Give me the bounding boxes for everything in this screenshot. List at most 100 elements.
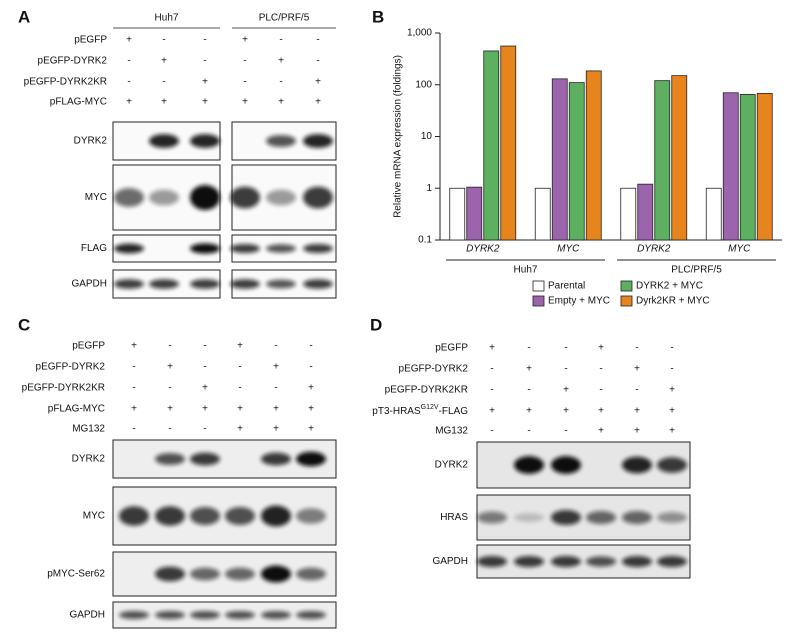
- sign: -: [490, 385, 493, 396]
- sign: -: [490, 364, 493, 375]
- band: [303, 243, 333, 254]
- band: [514, 456, 544, 474]
- sign: +: [563, 406, 569, 417]
- sign: +: [669, 385, 675, 396]
- sign: +: [161, 97, 167, 108]
- sign: +: [634, 406, 640, 417]
- blot-label: FLAG: [81, 243, 107, 254]
- sign: +: [489, 343, 495, 354]
- band: [296, 567, 326, 581]
- sign: -: [203, 362, 206, 373]
- band: [551, 555, 581, 568]
- sign: +: [273, 404, 279, 415]
- condition-label: pEGFP-DYRK2KR: [22, 383, 105, 394]
- y-tick-label: 10: [421, 131, 433, 142]
- y-axis-title: Relative mRNA expression (foldings): [393, 55, 404, 218]
- band: [266, 189, 296, 206]
- bar: [756, 93, 773, 241]
- sign: -: [316, 56, 319, 67]
- sign: -: [243, 56, 246, 67]
- sign: +: [202, 383, 208, 394]
- condition-label: pT3-HRASG12V-FLAG: [372, 404, 468, 417]
- sign: -: [635, 385, 638, 396]
- y-tick-label: 100: [415, 79, 432, 90]
- sign: +: [634, 426, 640, 437]
- band: [119, 610, 149, 620]
- sign: +: [131, 404, 137, 415]
- band: [586, 511, 616, 524]
- band: [155, 506, 185, 526]
- band: [477, 555, 507, 568]
- band: [303, 186, 333, 209]
- condition-label: pEGFP: [72, 341, 105, 352]
- panel-label: A: [18, 7, 30, 26]
- sign: +: [202, 404, 208, 415]
- sign: +: [315, 97, 321, 108]
- bar: [449, 187, 466, 241]
- sign: -: [238, 383, 241, 394]
- legend-label: DYRK2 + MYC: [636, 281, 703, 292]
- sign: -: [168, 341, 171, 352]
- sign: -: [279, 77, 282, 88]
- sign: +: [526, 364, 532, 375]
- band: [149, 279, 179, 289]
- sign: +: [273, 362, 279, 373]
- group-label: PLC/PRF/5: [671, 265, 722, 276]
- blot-label: DYRK2: [435, 460, 469, 471]
- band: [622, 456, 652, 474]
- cell-line-label: Huh7: [155, 13, 179, 24]
- band: [514, 513, 544, 522]
- band: [303, 134, 333, 148]
- sign: +: [161, 56, 167, 67]
- condition-label: pFLAG-MYC: [50, 97, 107, 108]
- condition-label: pFLAG-MYC: [48, 404, 105, 415]
- sign: +: [669, 406, 675, 417]
- sign: +: [669, 426, 675, 437]
- band: [303, 279, 333, 289]
- bar: [722, 92, 739, 241]
- sign: -: [279, 35, 282, 46]
- blot-label: MYC: [83, 511, 105, 522]
- panel-label: C: [18, 315, 30, 334]
- sign: -: [527, 343, 530, 354]
- sign: +: [278, 56, 284, 67]
- sign: -: [132, 424, 135, 435]
- condition-label: pEGFP: [74, 35, 107, 46]
- panel-label: D: [370, 315, 382, 334]
- condition-label: pEGFP: [435, 343, 468, 354]
- sign: +: [308, 383, 314, 394]
- sign: +: [489, 406, 495, 417]
- band: [261, 565, 291, 583]
- band: [114, 188, 144, 207]
- band: [657, 555, 687, 568]
- bar: [637, 183, 654, 241]
- sign: -: [238, 362, 241, 373]
- sign: -: [564, 343, 567, 354]
- bar: [705, 187, 722, 241]
- bar: [551, 78, 568, 241]
- sign: -: [635, 343, 638, 354]
- sign: -: [599, 385, 602, 396]
- band: [190, 610, 220, 620]
- band: [657, 457, 687, 473]
- blot-frame: [476, 544, 691, 579]
- bar: [620, 187, 637, 241]
- sign: -: [203, 56, 206, 67]
- sign: -: [670, 343, 673, 354]
- sign: +: [126, 35, 132, 46]
- band: [190, 185, 220, 210]
- sign: -: [527, 426, 530, 437]
- panel-label: B: [372, 7, 384, 26]
- condition-label: pEGFP-DYRK2KR: [385, 385, 468, 396]
- condition-label: MG132: [435, 426, 468, 437]
- bar: [568, 82, 585, 241]
- band: [622, 511, 652, 524]
- sign: +: [237, 404, 243, 415]
- legend-label: Empty + MYC: [548, 296, 610, 307]
- legend-swatch: [532, 295, 545, 307]
- band: [190, 279, 220, 289]
- legend-swatch: [620, 280, 633, 292]
- sign: +: [202, 97, 208, 108]
- bar: [671, 75, 688, 241]
